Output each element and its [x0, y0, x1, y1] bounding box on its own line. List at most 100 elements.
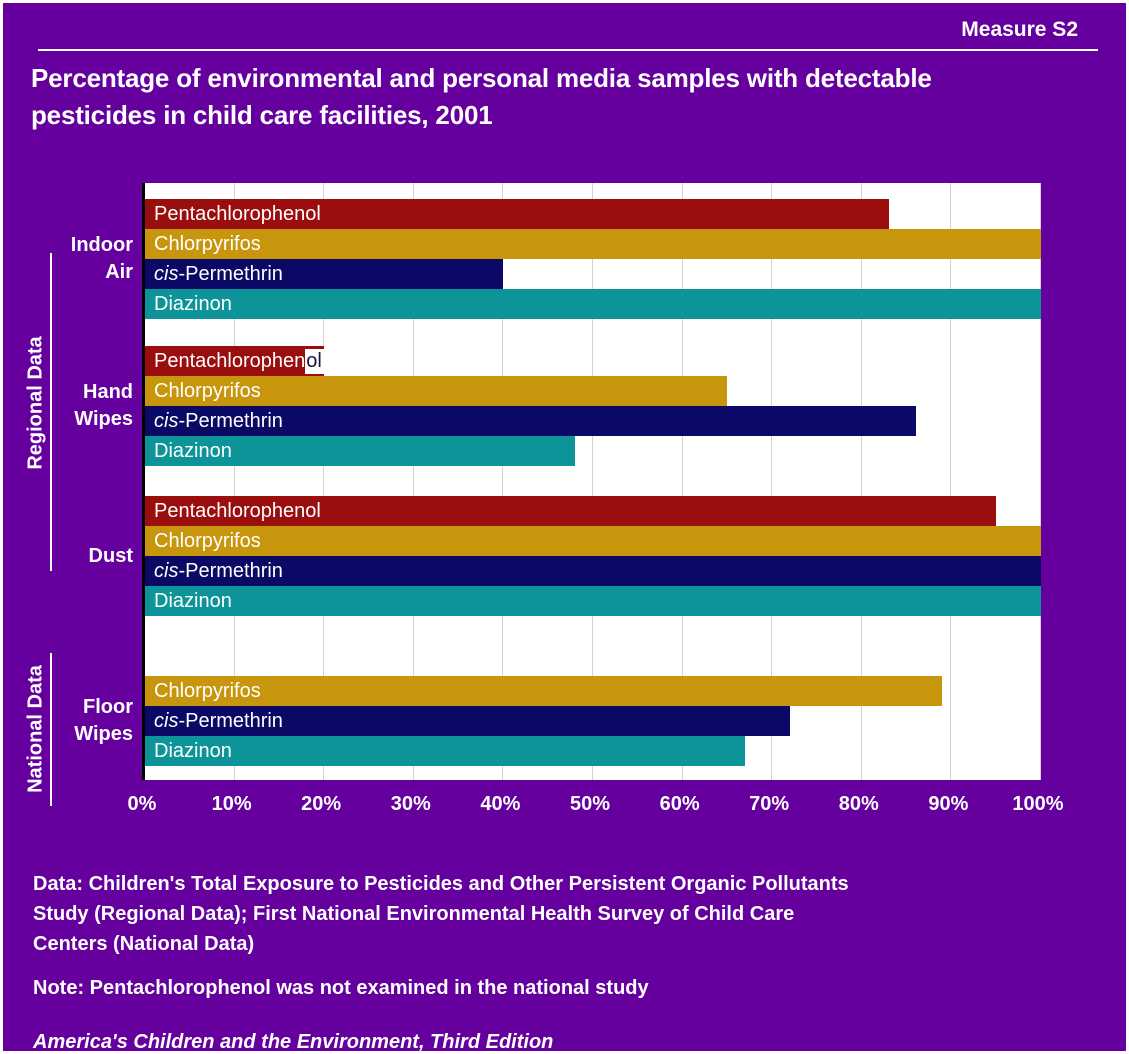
bar-label-diazinon: Diazinon: [154, 736, 232, 766]
footer-edition: America's Children and the Environment, …: [33, 1031, 554, 1053]
bar-label-text: Diazinon: [154, 739, 232, 762]
gridline-80: [860, 183, 862, 780]
title-line-2: pesticides in child care facilities, 200…: [31, 100, 493, 130]
bar-hand-wipes-chlorpyrifos: Chlorpyrifos: [145, 376, 728, 406]
group-label-indoor-air: Indoor Air: [3, 232, 133, 286]
measure-tag: Measure S2: [961, 18, 1078, 41]
x-tick-10pct: 10%: [211, 793, 252, 815]
gridline-30: [412, 183, 414, 780]
gridline-40: [502, 183, 504, 780]
data-source: Data: Children's Total Exposure to Pesti…: [33, 869, 849, 959]
bar-indoor-air-chlorpyrifos: Chlorpyrifos: [145, 229, 1041, 259]
data-source-line-1: Data: Children's Total Exposure to Pesti…: [33, 873, 849, 895]
group-label-line: Floor: [83, 696, 133, 718]
group-label-hand-wipes: Hand Wipes: [3, 379, 133, 433]
group-label-line: Hand: [83, 381, 133, 403]
bar-label-text: Pentachlorophen: [154, 349, 306, 372]
bar-label-overflow: ol: [305, 348, 327, 374]
footer-note: Note: Pentachlorophenol was not examined…: [33, 977, 649, 999]
bar-label-text: -Permethrin: [178, 709, 283, 732]
footer: Data: Children's Total Exposure to Pesti…: [33, 869, 849, 1053]
bar-hand-wipes-diazinon: Diazinon: [145, 436, 576, 466]
bracket-regional-data: [50, 253, 52, 571]
bar-label-text: Pentachlorophenol: [154, 499, 321, 522]
x-tick-60pct: 60%: [659, 793, 700, 815]
data-source-line-2: Study (Regional Data); First National En…: [33, 903, 795, 925]
bar-label-text: cis: [154, 409, 179, 432]
gridline-100: [1040, 183, 1041, 780]
bar-label-chlorpyrifos: Chlorpyrifos: [154, 526, 261, 556]
bar-hand-wipes-pentachlorophenol: Pentachlorophen ol: [145, 346, 327, 376]
bar-label-chlorpyrifos: Chlorpyrifos: [154, 229, 261, 259]
gridline-70: [771, 183, 773, 780]
page-title: Percentage of environmental and personal…: [31, 60, 932, 134]
x-tick-40pct: 40%: [480, 793, 521, 815]
bar-label-text: Pentachlorophenol: [154, 202, 321, 225]
group-label-line: Dust: [88, 545, 133, 567]
group-label-line: Wipes: [74, 408, 133, 430]
bar-label-text: Diazinon: [154, 292, 232, 315]
bar-label-text: Chlorpyrifos: [154, 232, 261, 255]
plot-area: Pentachlorophenol Chlorpyrifos cis -Permeth…: [142, 183, 1041, 780]
gridline-60: [681, 183, 683, 780]
bar-label-pentachlorophenol: Pentachlorophenol: [154, 199, 321, 229]
bar-label-text: Chlorpyrifos: [154, 679, 261, 702]
bar-label-diazinon: Diazinon: [154, 436, 232, 466]
title-line-1: Percentage of environmental and personal…: [31, 63, 932, 93]
group-label-line: Air: [105, 261, 133, 283]
bar-dust-chlorpyrifos: Chlorpyrifos: [145, 526, 1041, 556]
bar-label-pentachlorophenol: Pentachlorophenol: [154, 496, 321, 526]
bar-hand-wipes-cis-permethrin: cis -Permethrin: [145, 406, 916, 436]
gridline-50: [592, 183, 593, 780]
bar-dust-cis-permethrin: cis -Permethrin: [145, 556, 1041, 586]
bracket-national-data: [50, 653, 52, 806]
bar-label-text: Diazinon: [154, 439, 232, 462]
bar-label-chlorpyrifos: Chlorpyrifos: [154, 676, 261, 706]
x-tick-50pct: 50%: [569, 793, 611, 815]
x-tick-80pct: 80%: [838, 793, 879, 815]
bar-label-cis-permethrin: cis -Permethrin: [154, 706, 283, 736]
group-label-line: Wipes: [74, 723, 133, 745]
bar-label-cis-permethrin: cis -Permethrin: [154, 556, 283, 586]
header-rule: [38, 49, 1098, 51]
group-label-line: Indoor: [70, 234, 133, 256]
bar-label-diazinon: Diazinon: [154, 586, 232, 616]
x-tick-30pct: 30%: [390, 793, 431, 815]
bar-indoor-air-cis-permethrin: cis -Permethrin: [145, 259, 504, 289]
bar-label-text: Diazinon: [154, 589, 232, 612]
gridline-20: [323, 183, 325, 780]
x-tick-90pct: 90%: [928, 793, 969, 815]
bar-indoor-air-diazinon: Diazinon: [145, 289, 1041, 319]
bar-dust-diazinon: Diazinon: [145, 586, 1041, 616]
section-label-national-data: National Data: [24, 665, 47, 793]
group-label-floor-wipes: Floor Wipes: [3, 694, 133, 748]
bar-label-diazinon: Diazinon: [154, 289, 232, 319]
section-label-regional-data: Regional Data: [24, 336, 47, 470]
x-tick-100pct: 100%: [1012, 793, 1064, 815]
x-tick-20pct: 20%: [301, 793, 342, 815]
bar-label-text: -Permethrin: [178, 559, 283, 582]
gridline-10: [233, 183, 235, 780]
bar-label-text: cis: [154, 559, 179, 582]
bar-dust-pentachlorophenol: Pentachlorophenol: [145, 496, 997, 526]
gridline-90: [950, 183, 952, 780]
bar-label-text: Chlorpyrifos: [154, 379, 261, 402]
bar-label-text: -Permethrin: [178, 409, 283, 432]
bar-label-cis-permethrin: cis -Permethrin: [154, 406, 283, 436]
bar-floor-wipes-diazinon: Diazinon: [145, 736, 746, 766]
bar-label-text: -Permethrin: [178, 262, 283, 285]
bar-label-text: cis: [154, 262, 179, 285]
bar-label-text: cis: [154, 709, 179, 732]
bar-label-cis-permethrin: cis -Permethrin: [154, 259, 283, 289]
bar-floor-wipes-cis-permethrin: cis -Permethrin: [145, 706, 791, 736]
x-tick-70pct: 70%: [749, 793, 790, 815]
group-label-dust: Dust: [3, 543, 133, 570]
x-tick-0pct: 0%: [127, 793, 157, 815]
data-source-line-3: Centers (National Data): [33, 933, 255, 955]
bar-label-chlorpyrifos: Chlorpyrifos: [154, 376, 261, 406]
bar-label-text: Chlorpyrifos: [154, 529, 261, 552]
bar-floor-wipes-chlorpyrifos: Chlorpyrifos: [145, 676, 943, 706]
bar-indoor-air-pentachlorophenol: Pentachlorophenol: [145, 199, 889, 229]
